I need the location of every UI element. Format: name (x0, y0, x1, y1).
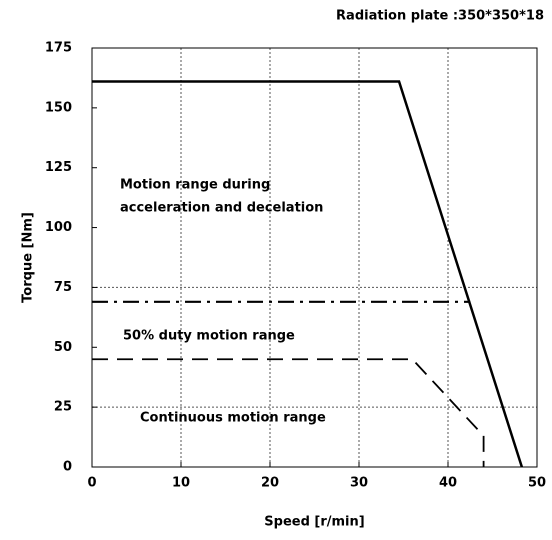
x-tick-label: 50 (528, 476, 546, 491)
x-tick-label: 40 (439, 476, 457, 491)
x-tick-label: 10 (172, 476, 190, 491)
annotation: 50% duty motion range (123, 329, 295, 344)
y-tick-label: 125 (45, 160, 72, 175)
x-axis-label: Speed [r/min] (264, 515, 364, 530)
annotation: acceleration and decelation (120, 201, 323, 216)
y-tick-label: 100 (45, 220, 72, 235)
subtitle: Radiation plate :350*350*18 (336, 9, 544, 24)
x-tick-label: 0 (87, 476, 96, 491)
annotation: Motion range during (120, 178, 270, 193)
series-line (92, 80, 524, 468)
x-tick-label: 20 (261, 476, 279, 491)
y-tick-label: 25 (54, 400, 72, 415)
y-tick-label: 50 (54, 340, 72, 355)
y-tick-label: 75 (54, 280, 72, 295)
y-axis-label: Torque [Nm] (21, 212, 36, 303)
plot-frame (91, 47, 538, 468)
series-line (92, 358, 485, 467)
annotation: Continuous motion range (140, 411, 326, 426)
y-tick-label: 150 (45, 100, 72, 115)
x-tick-label: 30 (350, 476, 368, 491)
y-tick-label: 0 (63, 460, 72, 475)
y-tick-label: 175 (45, 41, 72, 56)
